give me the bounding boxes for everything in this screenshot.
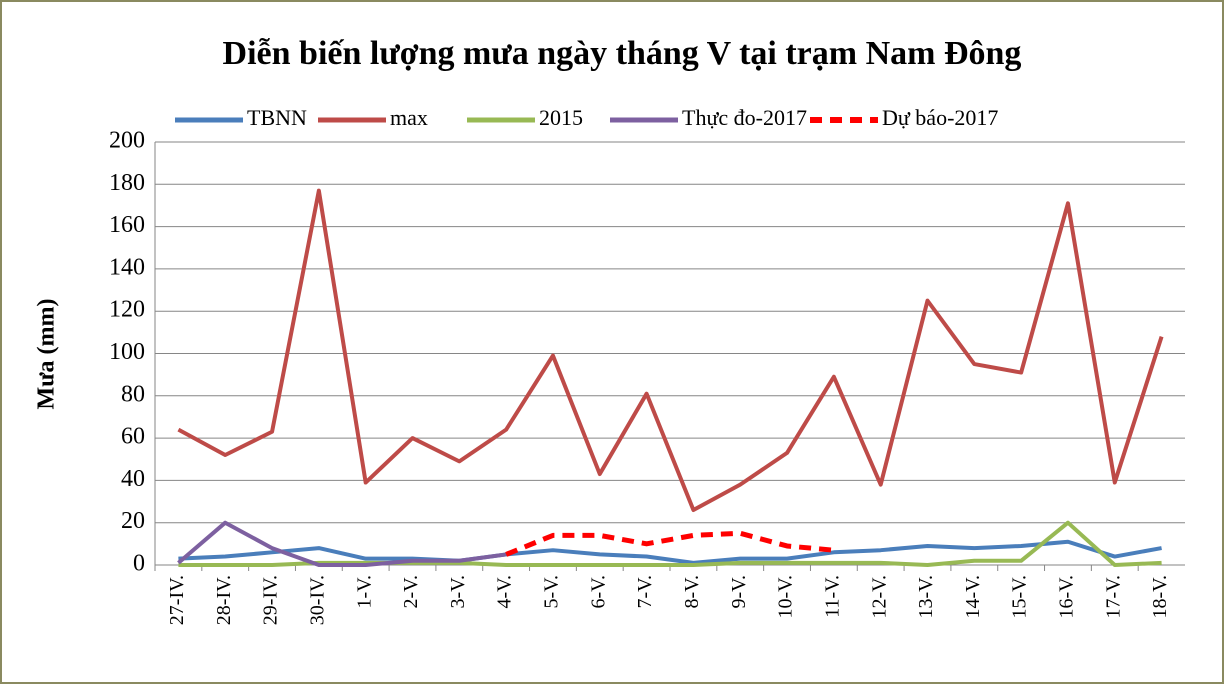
x-tick-label: 12-V. bbox=[868, 575, 890, 619]
y-tick-label: 100 bbox=[109, 339, 145, 365]
x-tick-label: 30-IV. bbox=[306, 575, 328, 625]
x-tick-label: 8-V. bbox=[681, 575, 703, 609]
x-tick-label: 14-V. bbox=[962, 575, 984, 619]
y-tick-label: 180 bbox=[109, 170, 145, 196]
legend-label: Dự báo-2017 bbox=[882, 105, 998, 130]
y-axis-label: Mưa (mm) bbox=[34, 298, 60, 409]
x-tick-label: 15-V. bbox=[1009, 575, 1031, 619]
x-tick-label: 16-V. bbox=[1056, 575, 1078, 619]
x-tick-label: 29-IV. bbox=[260, 575, 282, 625]
x-tick-label: 11-V. bbox=[821, 575, 843, 618]
chart-title: Diễn biến lượng mưa ngày tháng V tại trạ… bbox=[223, 35, 1022, 72]
x-tick-label: 27-IV. bbox=[166, 575, 188, 625]
y-tick-label: 40 bbox=[121, 466, 145, 492]
series-line bbox=[178, 520, 1162, 567]
y-tick-label: 60 bbox=[121, 424, 145, 450]
x-tick-label: 9-V. bbox=[728, 575, 750, 609]
y-tick-label: 140 bbox=[109, 254, 145, 280]
legend-label: TBNN bbox=[247, 105, 307, 130]
x-tick-label: 5-V. bbox=[541, 575, 563, 609]
legend-label: max bbox=[390, 105, 428, 130]
y-tick-label: 120 bbox=[109, 297, 145, 323]
series-line bbox=[505, 530, 835, 557]
y-tick-label: 200 bbox=[109, 128, 145, 154]
series-line bbox=[177, 188, 1164, 513]
x-tick-label: 2-V. bbox=[400, 575, 422, 609]
x-tick-label: 7-V. bbox=[634, 575, 656, 609]
x-tick-label: 10-V. bbox=[775, 575, 797, 619]
legend-label: 2015 bbox=[539, 105, 583, 130]
y-tick-label: 20 bbox=[121, 508, 145, 534]
x-tick-label: 17-V. bbox=[1102, 575, 1124, 619]
x-tick-label: 4-V. bbox=[494, 575, 516, 609]
x-tick-label: 28-IV. bbox=[213, 575, 235, 625]
x-tick-label: 18-V. bbox=[1149, 575, 1171, 619]
x-tick-label: 3-V. bbox=[447, 575, 469, 609]
x-tick-label: 6-V. bbox=[587, 575, 609, 609]
x-tick-label: 1-V. bbox=[353, 575, 375, 609]
series-line bbox=[177, 520, 507, 567]
y-tick-label: 0 bbox=[133, 551, 145, 577]
legend-label: Thực đo-2017 bbox=[682, 105, 807, 130]
y-tick-label: 160 bbox=[109, 212, 145, 238]
series-line bbox=[178, 539, 1162, 565]
x-tick-label: 13-V. bbox=[915, 575, 937, 619]
y-tick-label: 80 bbox=[121, 381, 145, 407]
